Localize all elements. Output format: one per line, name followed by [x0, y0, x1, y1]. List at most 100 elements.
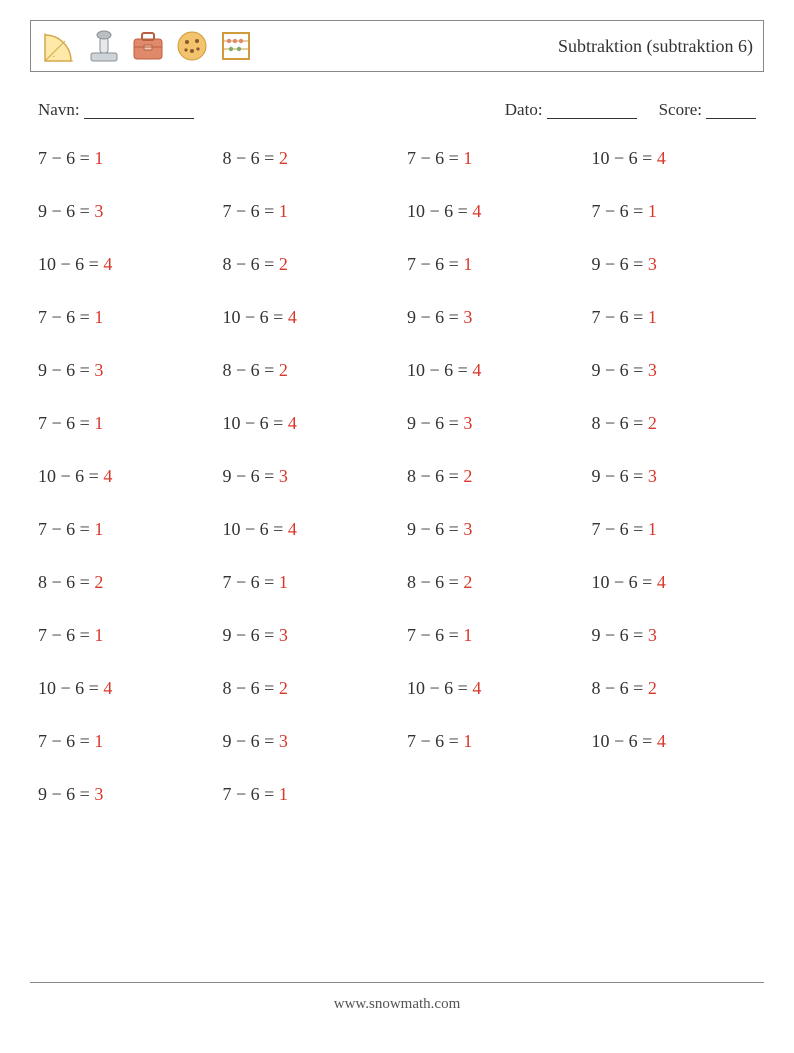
problem-item: 8 − 6 = 2 [407, 466, 572, 487]
problem-expression: 9 − 6 = [407, 413, 463, 433]
problem-answer: 1 [648, 519, 657, 539]
problem-item: 9 − 6 = 3 [407, 413, 572, 434]
problem-answer: 4 [657, 148, 666, 168]
cookie-icon [173, 27, 211, 65]
problem-expression: 7 − 6 = [223, 201, 279, 221]
problem-item: 9 − 6 = 3 [223, 466, 388, 487]
abacus-icon [217, 27, 255, 65]
problem-expression: 10 − 6 = [223, 413, 288, 433]
problems-grid: 7 − 6 = 1 8 − 6 = 2 7 − 6 = 1 10 − 6 = 4 9 −… [30, 148, 764, 805]
problem-answer: 1 [94, 519, 103, 539]
problem-answer: 1 [648, 307, 657, 327]
problem-expression: 7 − 6 = [592, 307, 648, 327]
problem-answer: 3 [648, 254, 657, 274]
score-label: Score: [659, 100, 702, 120]
problem-answer: 2 [463, 572, 472, 592]
problem-answer: 3 [94, 360, 103, 380]
problem-item: 10 − 6 = 4 [38, 678, 203, 699]
problem-answer: 1 [279, 572, 288, 592]
problem-answer: 4 [657, 731, 666, 751]
worksheet-title: Subtraktion (subtraktion 6) [558, 36, 753, 57]
problem-expression: 9 − 6 = [592, 360, 648, 380]
problem-item: 7 − 6 = 1 [38, 307, 203, 328]
problem-expression: 8 − 6 = [592, 678, 648, 698]
problem-item: 8 − 6 = 2 [38, 572, 203, 593]
problem-item: 7 − 6 = 1 [223, 572, 388, 593]
problem-expression: 10 − 6 = [223, 307, 288, 327]
problem-expression: 10 − 6 = [407, 360, 472, 380]
problem-item: 7 − 6 = 1 [223, 784, 388, 805]
problem-answer: 2 [463, 466, 472, 486]
problem-item: 7 − 6 = 1 [223, 201, 388, 222]
problem-answer: 1 [94, 731, 103, 751]
problem-answer: 3 [463, 519, 472, 539]
problem-expression: 10 − 6 = [592, 148, 657, 168]
problem-expression: 10 − 6 = [223, 519, 288, 539]
problem-answer: 4 [103, 254, 112, 274]
problem-expression: 9 − 6 = [407, 307, 463, 327]
problem-expression: 10 − 6 = [592, 572, 657, 592]
problem-answer: 1 [94, 307, 103, 327]
problem-expression: 8 − 6 = [38, 572, 94, 592]
problem-answer: 2 [279, 678, 288, 698]
header-icons [41, 27, 255, 65]
problem-answer: 4 [288, 519, 297, 539]
problem-expression: 9 − 6 = [223, 731, 279, 751]
name-label: Navn: [38, 100, 80, 120]
problem-item: 9 − 6 = 3 [38, 360, 203, 381]
problem-expression: 9 − 6 = [38, 201, 94, 221]
problem-item: 7 − 6 = 1 [38, 519, 203, 540]
problem-answer: 4 [288, 307, 297, 327]
briefcase-icon [129, 27, 167, 65]
problem-answer: 4 [103, 466, 112, 486]
problem-item: 10 − 6 = 4 [223, 413, 388, 434]
problem-item: 7 − 6 = 1 [38, 625, 203, 646]
problem-item: 8 − 6 = 2 [223, 360, 388, 381]
problem-item: 9 − 6 = 3 [407, 519, 572, 540]
problem-item: 10 − 6 = 4 [407, 678, 572, 699]
problem-expression: 9 − 6 = [223, 625, 279, 645]
problem-expression: 7 − 6 = [407, 731, 463, 751]
problem-expression: 7 − 6 = [38, 519, 94, 539]
problem-answer: 1 [279, 784, 288, 804]
problem-expression: 7 − 6 = [223, 784, 279, 804]
problem-expression: 10 − 6 = [38, 466, 103, 486]
problem-item: 8 − 6 = 2 [592, 678, 757, 699]
problem-item: 7 − 6 = 1 [592, 201, 757, 222]
protractor-icon [41, 27, 79, 65]
problem-expression: 8 − 6 = [407, 466, 463, 486]
problem-answer: 2 [648, 413, 657, 433]
problem-answer: 2 [648, 678, 657, 698]
problem-answer: 1 [463, 731, 472, 751]
problem-item: 9 − 6 = 3 [223, 731, 388, 752]
problem-item: 9 − 6 = 3 [407, 307, 572, 328]
problem-item: 7 − 6 = 1 [407, 254, 572, 275]
problem-expression: 9 − 6 = [592, 625, 648, 645]
problem-item: 9 − 6 = 3 [592, 625, 757, 646]
problem-answer: 4 [103, 678, 112, 698]
problem-answer: 4 [288, 413, 297, 433]
problem-answer: 4 [472, 678, 481, 698]
problem-item: 8 − 6 = 2 [223, 254, 388, 275]
meta-row: Navn: Dato: Score: [38, 100, 756, 120]
footer-text: www.snowmath.com [0, 996, 794, 1013]
problem-item: 7 − 6 = 1 [38, 413, 203, 434]
problem-item: 10 − 6 = 4 [407, 360, 572, 381]
problem-expression: 10 − 6 = [592, 731, 657, 751]
problem-item: 7 − 6 = 1 [592, 519, 757, 540]
footer-divider [30, 982, 764, 983]
problem-item: 10 − 6 = 4 [592, 148, 757, 169]
problem-expression: 9 − 6 = [592, 466, 648, 486]
problem-expression: 7 − 6 = [38, 307, 94, 327]
problem-answer: 3 [648, 625, 657, 645]
problem-expression: 8 − 6 = [592, 413, 648, 433]
problem-expression: 7 − 6 = [38, 625, 94, 645]
problem-item: 10 − 6 = 4 [223, 519, 388, 540]
problem-answer: 4 [657, 572, 666, 592]
problem-answer: 3 [94, 784, 103, 804]
problem-expression: 10 − 6 = [38, 254, 103, 274]
problem-answer: 4 [472, 201, 481, 221]
problem-item: 7 − 6 = 1 [38, 731, 203, 752]
problem-expression: 9 − 6 = [407, 519, 463, 539]
problem-answer: 3 [463, 413, 472, 433]
